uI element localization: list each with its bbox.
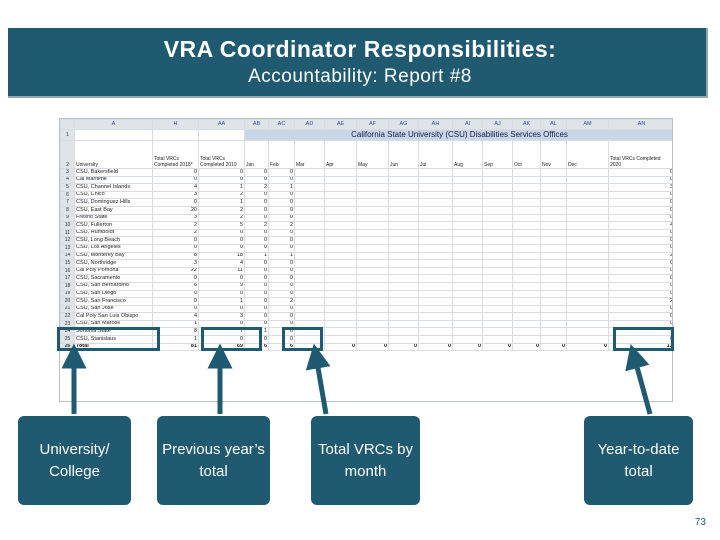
- column-header: Jan: [244, 140, 269, 169]
- page-number: 73: [694, 517, 706, 528]
- slide-subtitle: Accountability: Report #8: [248, 66, 472, 87]
- table-row: 10 CSU, Fullerton 2 5 2 2 4: [60, 221, 672, 230]
- table-row: 18 CSU, San Bernardino 6 9 0 0 0: [60, 281, 672, 291]
- slide-title: VRA Coordinator Responsibilities:: [163, 36, 557, 62]
- column-header: Dec: [566, 140, 609, 169]
- table-row: 6 CSU, Chico 3 2 0 0 0: [60, 190, 672, 200]
- callout-previous-year-text: Previous year’s total: [162, 440, 265, 480]
- title-banner: [8, 28, 708, 98]
- highlight-monthly-vrc-column: [282, 327, 323, 351]
- callout-year-to-date: Year-to-date total: [584, 416, 693, 505]
- callout-university-text: University/ College: [39, 440, 110, 480]
- spreadsheet: A H AA AB AC AD AE AF AG AH AI AJ AK AL AM AN 1 Californi…: [59, 118, 673, 402]
- callout-year-to-date-text: Year-to-date total: [597, 440, 680, 480]
- column-header: Sep: [482, 140, 513, 169]
- column-header: Total VRCs Completed 2020: [608, 140, 672, 169]
- table-row: 14 CSU, Monterey Bay 8 18 1 1 2: [60, 251, 672, 261]
- column-header: Total VRCs Completed 2018*: [152, 140, 199, 169]
- arrow-vrcs: [305, 343, 331, 415]
- callout-university: University/ College: [18, 416, 131, 505]
- header-row: 2 University Total VRCs Completed 2018* Tot…: [60, 140, 672, 169]
- title-banner-fill: [8, 28, 706, 96]
- report-table: A H AA AB AC AD AE AF AG AH AI AJ AK AL AM AN 1 Californi…: [60, 119, 672, 352]
- table-row: 23 CSU, San Marcos 1 0 0 0 0: [60, 319, 672, 329]
- column-header: Jul: [418, 140, 453, 169]
- column-header: Total VRCs Completed 2019: [198, 140, 245, 169]
- callout-previous-year: Previous year’s total: [157, 416, 270, 505]
- column-header: Aug: [452, 140, 483, 169]
- arrow-ytd: [625, 343, 653, 415]
- callout-monthly-vrcs-text: Total VRCs by month: [317, 440, 414, 480]
- column-header: Mar: [294, 140, 325, 169]
- row-number: 1: [60, 129, 75, 141]
- table-row: 17 CSU, Sacramento 0 0 0 0 0: [60, 274, 672, 283]
- table-row: 15 CSU, Northridge 3 4 0 0 0: [60, 259, 672, 268]
- column-header: Oct: [512, 140, 541, 169]
- banner-row: 1 California State University (CSU) Disab…: [60, 129, 672, 141]
- callout-monthly-vrcs: Total VRCs by month: [311, 416, 420, 505]
- column-header: Nov: [540, 140, 567, 169]
- highlight-university-column: [57, 327, 160, 351]
- column-header: University: [74, 140, 153, 169]
- table-row: 8 CSU, East Bay 20 2 0 0 0: [60, 205, 672, 215]
- table-row: 13 CSU, Los Angeles 0 0 0 0 0: [60, 243, 672, 253]
